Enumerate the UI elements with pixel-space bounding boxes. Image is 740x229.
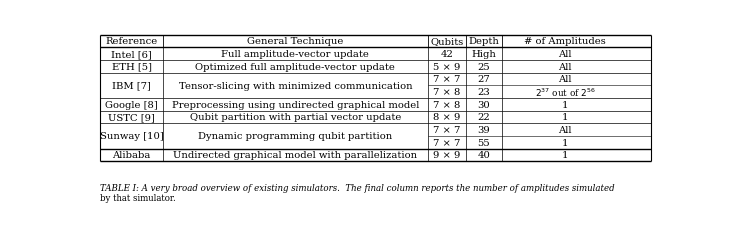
Text: All: All bbox=[559, 125, 572, 134]
Text: Alibaba: Alibaba bbox=[112, 151, 151, 160]
Text: 25: 25 bbox=[477, 63, 491, 71]
Text: 5 × 9: 5 × 9 bbox=[433, 63, 460, 71]
Text: General Technique: General Technique bbox=[247, 37, 343, 46]
Text: 39: 39 bbox=[477, 125, 491, 134]
Text: 1: 1 bbox=[562, 138, 568, 147]
Text: All: All bbox=[559, 75, 572, 84]
Text: 30: 30 bbox=[477, 100, 491, 109]
Text: 1: 1 bbox=[562, 151, 568, 160]
Text: 27: 27 bbox=[477, 75, 491, 84]
Text: Depth: Depth bbox=[468, 37, 500, 46]
Text: Optimized full amplitude-vector update: Optimized full amplitude-vector update bbox=[195, 63, 395, 71]
Text: 1: 1 bbox=[562, 113, 568, 122]
Text: # of Amplitudes: # of Amplitudes bbox=[525, 37, 606, 46]
Text: 1: 1 bbox=[562, 100, 568, 109]
Text: 7 × 7: 7 × 7 bbox=[433, 138, 460, 147]
Text: All: All bbox=[559, 50, 572, 59]
Text: 42: 42 bbox=[440, 50, 453, 59]
Text: All: All bbox=[559, 63, 572, 71]
Text: Undirected graphical model with parallelization: Undirected graphical model with parallel… bbox=[173, 151, 417, 160]
Text: USTC [9]: USTC [9] bbox=[108, 113, 155, 122]
Text: 7 × 7: 7 × 7 bbox=[433, 125, 460, 134]
Text: 7 × 8: 7 × 8 bbox=[433, 100, 460, 109]
Text: by that simulator.: by that simulator. bbox=[100, 193, 175, 202]
Text: 23: 23 bbox=[477, 88, 491, 97]
Text: 8 × 9: 8 × 9 bbox=[433, 113, 460, 122]
Text: Tensor-slicing with minimized communication: Tensor-slicing with minimized communicat… bbox=[178, 81, 412, 90]
Text: $2^{37}$ out of $2^{56}$: $2^{37}$ out of $2^{56}$ bbox=[535, 86, 596, 98]
Text: Full amplitude-vector update: Full amplitude-vector update bbox=[221, 50, 369, 59]
Text: 9 × 9: 9 × 9 bbox=[433, 151, 460, 160]
Text: 55: 55 bbox=[477, 138, 491, 147]
Text: ETH [5]: ETH [5] bbox=[112, 63, 152, 71]
Text: Reference: Reference bbox=[106, 37, 158, 46]
Text: IBM [7]: IBM [7] bbox=[112, 81, 151, 90]
Text: Google [8]: Google [8] bbox=[105, 100, 158, 109]
Text: Qubit partition with partial vector update: Qubit partition with partial vector upda… bbox=[189, 113, 401, 122]
Text: Qubits: Qubits bbox=[430, 37, 463, 46]
Text: TABLE I: A very broad overview of existing simulators.  The final column reports: TABLE I: A very broad overview of existi… bbox=[100, 183, 615, 192]
Text: Sunway [10]: Sunway [10] bbox=[100, 132, 164, 141]
Text: 7 × 8: 7 × 8 bbox=[433, 88, 460, 97]
Text: Intel [6]: Intel [6] bbox=[111, 50, 152, 59]
Text: 40: 40 bbox=[477, 151, 491, 160]
Text: Dynamic programming qubit partition: Dynamic programming qubit partition bbox=[198, 132, 392, 141]
Text: High: High bbox=[471, 50, 497, 59]
Text: 7 × 7: 7 × 7 bbox=[433, 75, 460, 84]
Text: Preprocessing using undirected graphical model: Preprocessing using undirected graphical… bbox=[172, 100, 419, 109]
Text: 22: 22 bbox=[477, 113, 491, 122]
